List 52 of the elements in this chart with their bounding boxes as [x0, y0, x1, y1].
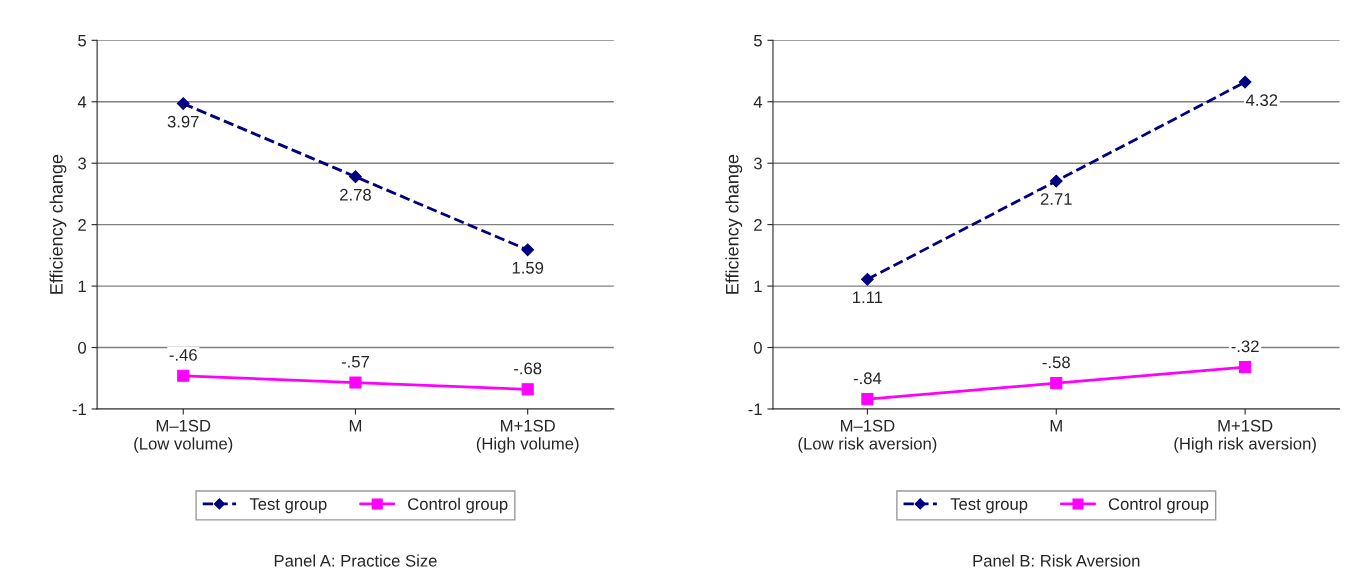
- legend-label: Control group: [1108, 497, 1209, 514]
- point: [177, 369, 190, 382]
- point: [349, 170, 362, 184]
- data-label: -.68: [514, 362, 542, 375]
- data-label: -.84: [853, 372, 882, 385]
- y-tick-label: 0: [753, 341, 762, 354]
- x-tick-label: M–1SD (Low risk aversion): [798, 419, 937, 453]
- data-label: 1.59: [512, 261, 544, 274]
- point: [1239, 361, 1252, 374]
- text: Panel A: Practice Size: [274, 554, 437, 567]
- y-axis-title: Efficiency change: [725, 154, 743, 294]
- point: [521, 243, 535, 257]
- legend-label: Test group: [249, 498, 327, 514]
- y-tick-label: 5: [753, 34, 762, 47]
- legend-label: Test group: [950, 498, 1028, 514]
- x-tick-label: M+1SD (High risk aversion): [1174, 419, 1316, 453]
- data-label: 4.32: [1245, 94, 1278, 107]
- y-tick-label: 5: [78, 34, 87, 47]
- x-tick-label: M–1SD (Low volume): [134, 419, 233, 453]
- data-label: 2.78: [340, 188, 371, 201]
- data-label: 1.11: [853, 291, 883, 304]
- x-tick-label: M+1SD (High volume): [476, 419, 579, 453]
- point: [176, 97, 190, 111]
- data-label: -.32: [1231, 340, 1259, 353]
- point: [349, 376, 362, 389]
- y-tick-label: 4: [753, 96, 763, 108]
- y-tick-label: 4: [77, 96, 87, 108]
- data-label: -.46: [169, 349, 197, 361]
- data-label: 3.97: [167, 115, 199, 128]
- point: [1238, 75, 1252, 89]
- y-tick-label: 3: [78, 157, 86, 170]
- y-tick-label: 3: [753, 157, 762, 170]
- point: [1050, 377, 1063, 390]
- y-tick-label: -1: [72, 403, 86, 415]
- data-label: 2.71: [1040, 193, 1072, 205]
- y-tick-label: 0: [78, 341, 87, 354]
- y-tick-label: 1: [78, 280, 86, 293]
- y-tick-label: 1: [754, 280, 762, 293]
- x-tick-label: M: [349, 419, 362, 432]
- y-tick-label: 2: [754, 219, 762, 231]
- point: [861, 393, 874, 406]
- point: [521, 383, 534, 396]
- legend-label: Control group: [408, 497, 508, 514]
- y-tick-label: -1: [748, 403, 762, 415]
- text: Panel B: Risk Aversion: [973, 554, 1140, 567]
- point: [1049, 174, 1063, 188]
- y-tick-label: 2: [78, 219, 86, 231]
- data-label: -.58: [1042, 356, 1070, 369]
- y-axis-title: Efficiency change: [49, 154, 67, 294]
- point: [860, 272, 874, 286]
- x-tick-label: M: [1050, 419, 1062, 432]
- data-label: -.57: [341, 355, 369, 368]
